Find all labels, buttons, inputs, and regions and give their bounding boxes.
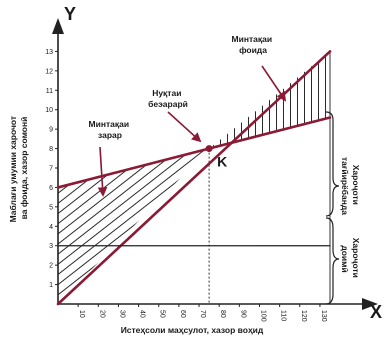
y-axis-letter: Y	[64, 4, 76, 24]
x-tick-label: 100	[259, 310, 266, 322]
y-tick-label: 13	[45, 49, 53, 56]
loss-arrow	[97, 146, 108, 197]
fixed-costs-brace	[325, 217, 340, 305]
break-even-point-label: K	[217, 154, 227, 170]
y-tick-label: 8	[49, 146, 53, 153]
x-axis-arrow-icon	[362, 298, 378, 310]
x-tick-label: 120	[300, 310, 307, 322]
y-tick-label: 2	[49, 263, 53, 270]
x-tick-label: 30	[118, 310, 125, 318]
total-costs-label: Хароҷоти тағйирёбанда	[340, 157, 361, 215]
total-costs-brace	[325, 111, 340, 217]
break-even-arrow	[167, 111, 202, 143]
y-tick-label: 4	[49, 224, 53, 231]
y-tick-label: 12	[45, 68, 53, 75]
x-tick-label: 80	[219, 310, 226, 318]
total-cost-line	[56, 116, 332, 189]
y-tick-label: 5	[49, 204, 53, 211]
y-tick-label: 6	[49, 185, 53, 192]
x-axis-letter: X	[370, 302, 382, 322]
y-axis-arrow-icon	[52, 18, 64, 34]
loss-zone-label: Минтақаи зарар	[89, 119, 132, 140]
y-tick-label: 10	[45, 107, 53, 114]
x-tick-label: 50	[159, 310, 166, 318]
x-tick-label: 110	[280, 310, 287, 321]
x-tick-label: 40	[139, 310, 146, 318]
profit-zone-label: Минтақаи фоида	[232, 34, 275, 55]
y-tick-label: 7	[49, 166, 53, 173]
x-tick-label: 10	[78, 310, 85, 318]
y-tick-label: 11	[46, 88, 53, 95]
break-even-label: Нуқтаи беэарарӣ	[148, 88, 188, 109]
y-tick-label: 9	[49, 127, 53, 134]
x-axis-title: Истеҳсоли маҳсулот, хазор воҳид	[121, 325, 264, 335]
fixed-costs-label: Хароҷоти доимӣ	[340, 238, 361, 280]
y-tick-label: 3	[49, 243, 53, 250]
profit-arrow	[261, 65, 287, 102]
y-axis-title: Маблағи умумии харочот ва фоида, хазор с…	[8, 114, 29, 223]
loss-zone	[58, 148, 210, 304]
break-even-point	[205, 145, 213, 153]
x-tick-label: 20	[98, 310, 105, 318]
y-tick-label: 1	[49, 282, 53, 289]
x-tick-label: 70	[199, 310, 206, 318]
x-tick-label: 90	[239, 310, 246, 318]
x-tick-label: 60	[179, 310, 186, 318]
x-tick-label: 130	[320, 310, 327, 322]
